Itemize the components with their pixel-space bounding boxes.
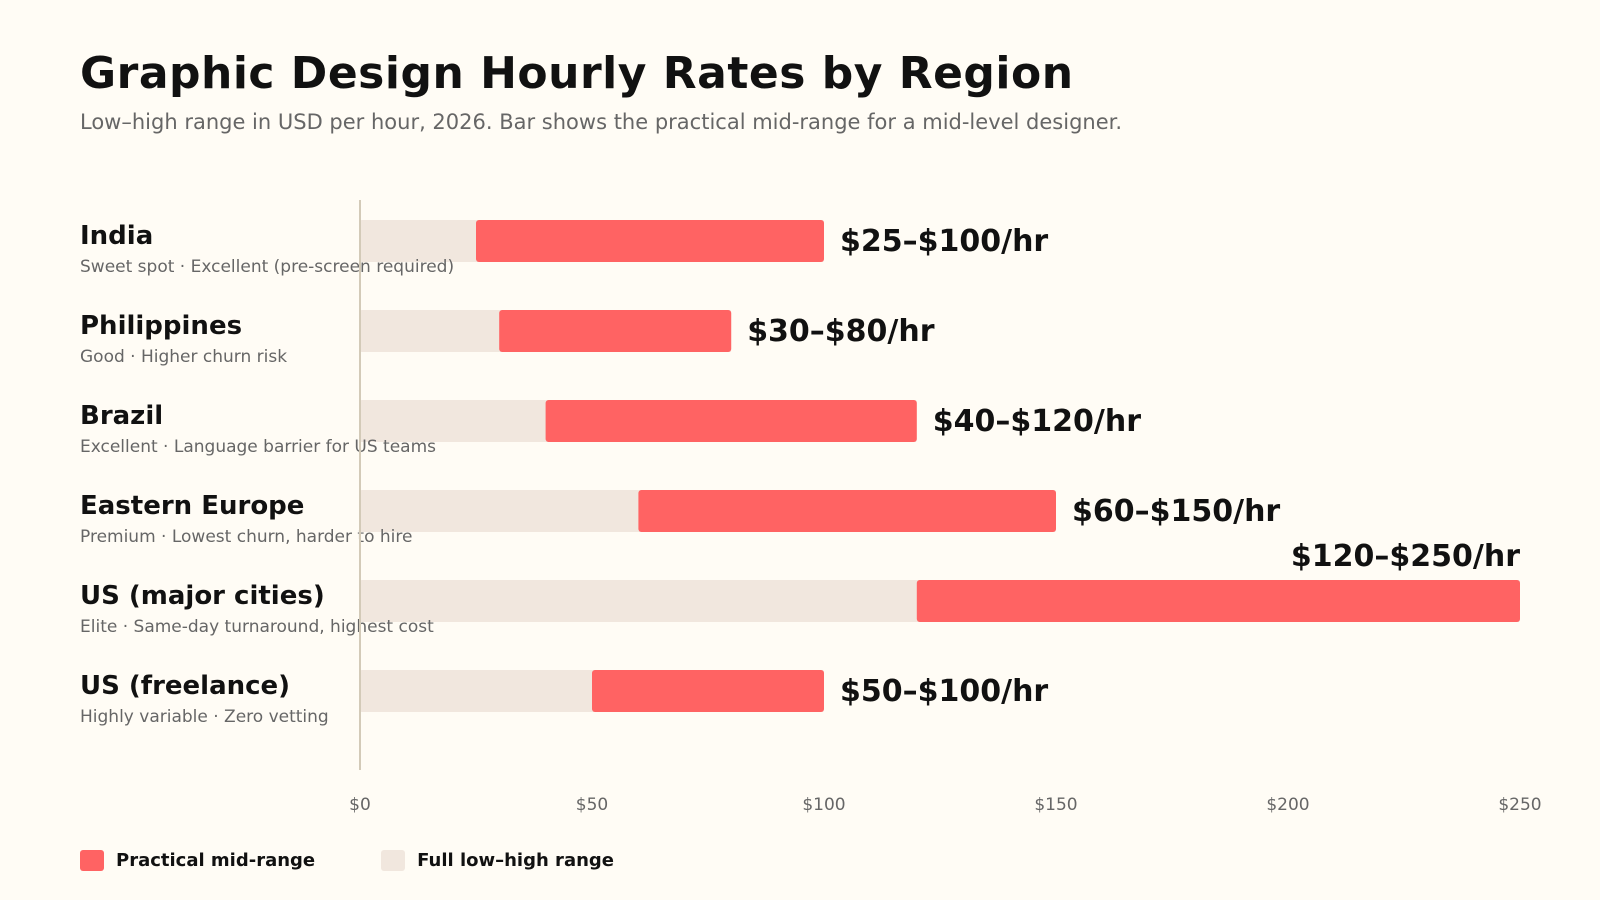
legend-label-full-range: Full low–high range xyxy=(417,850,614,871)
mid-range-bar xyxy=(476,220,824,262)
x-tick-label: $200 xyxy=(1266,795,1309,815)
x-tick-label: $0 xyxy=(349,795,371,815)
region-note: Good · Higher churn risk xyxy=(80,347,287,367)
chart-title: Graphic Design Hourly Rates by Region xyxy=(80,48,1074,99)
x-tick-label: $100 xyxy=(802,795,845,815)
legend-swatch-mid-range xyxy=(80,850,104,871)
chart-legend: Practical mid-range Full low–high range xyxy=(80,850,680,871)
mid-range-bar xyxy=(545,400,917,442)
legend-item-mid-range: Practical mid-range xyxy=(80,850,315,871)
region-label: US (major cities) xyxy=(80,581,325,611)
mid-range-bar xyxy=(916,580,1520,622)
mid-range-bar xyxy=(638,490,1056,532)
region-note: Premium · Lowest churn, harder to hire xyxy=(80,527,412,547)
value-label: $60–$150/hr xyxy=(1072,494,1280,529)
mid-range-bar xyxy=(592,670,824,712)
x-tick-label: $50 xyxy=(576,795,608,815)
region-note: Elite · Same-day turnaround, highest cos… xyxy=(80,617,434,637)
value-label: $25–$100/hr xyxy=(840,224,1048,259)
region-note: Sweet spot · Excellent (pre-screen requi… xyxy=(80,257,454,277)
x-tick-label: $250 xyxy=(1498,795,1541,815)
value-label: $120–$250/hr xyxy=(1291,539,1520,574)
region-label: India xyxy=(80,221,153,251)
x-tick-label: $150 xyxy=(1034,795,1077,815)
value-label: $30–$80/hr xyxy=(747,314,935,349)
region-label: US (freelance) xyxy=(80,671,290,701)
legend-swatch-full-range xyxy=(381,850,406,871)
chart-subtitle: Low–high range in USD per hour, 2026. Ba… xyxy=(80,110,1123,134)
region-note: Excellent · Language barrier for US team… xyxy=(80,437,436,457)
value-label: $40–$120/hr xyxy=(933,404,1141,439)
legend-item-full-range: Full low–high range xyxy=(381,850,614,871)
mid-range-bar xyxy=(499,310,732,352)
region-label: Brazil xyxy=(80,401,163,431)
region-label: Eastern Europe xyxy=(80,491,304,521)
region-label: Philippines xyxy=(80,311,242,341)
value-label: $50–$100/hr xyxy=(840,674,1048,709)
legend-label-mid-range: Practical mid-range xyxy=(116,850,316,871)
region-note: Highly variable · Zero vetting xyxy=(80,707,329,727)
